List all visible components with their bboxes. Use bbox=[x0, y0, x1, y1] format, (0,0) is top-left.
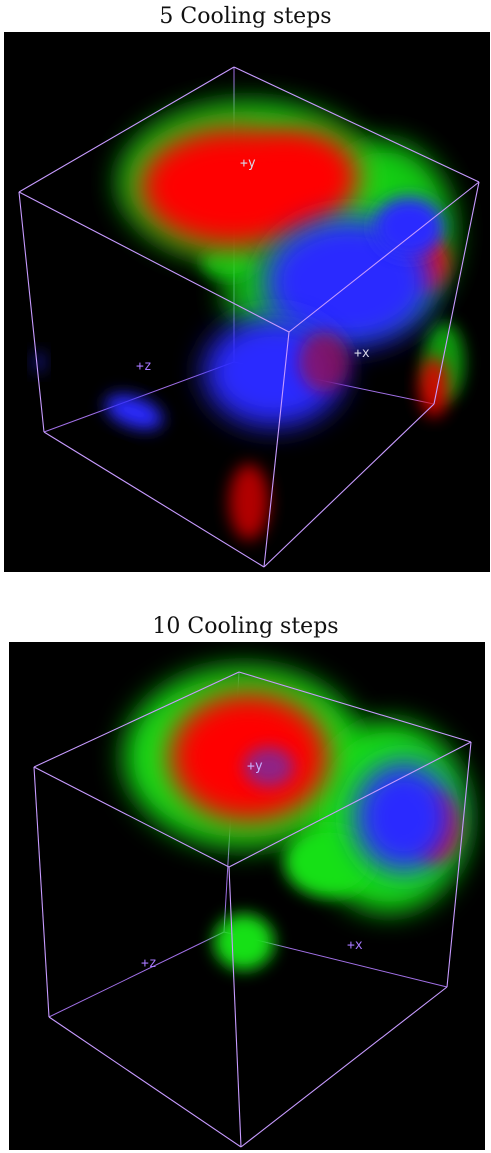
panel-2-title: 10 Cooling steps bbox=[152, 614, 339, 639]
panel-1-title: 5 Cooling steps bbox=[159, 4, 332, 29]
density-blobs-10-steps bbox=[124, 667, 469, 970]
axis-label-z: +z bbox=[136, 359, 152, 374]
cube-front-edges bbox=[18, 66, 480, 568]
axis-label-x: +x bbox=[354, 346, 370, 361]
axis-label-y-2: +y bbox=[247, 759, 263, 774]
axis-label-x-2: +x bbox=[347, 938, 363, 953]
cube-front-edges-2 bbox=[33, 671, 472, 1148]
panel-2-image: +y +x +z bbox=[9, 642, 485, 1150]
density-blobs-5-steps bbox=[33, 102, 464, 540]
panel-1-image: +y +x +z bbox=[4, 32, 490, 572]
axis-label-y: +y bbox=[240, 156, 256, 171]
axis-label-z-2: +z bbox=[141, 956, 157, 971]
